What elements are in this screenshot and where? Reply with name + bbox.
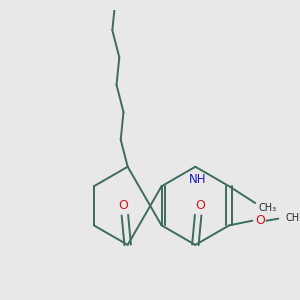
Text: CH₃: CH₃ bbox=[258, 203, 276, 213]
Text: O: O bbox=[255, 214, 265, 227]
Text: O: O bbox=[195, 199, 205, 212]
Text: O: O bbox=[118, 199, 128, 212]
Text: CH₃: CH₃ bbox=[285, 213, 300, 223]
Text: NH: NH bbox=[188, 173, 206, 186]
